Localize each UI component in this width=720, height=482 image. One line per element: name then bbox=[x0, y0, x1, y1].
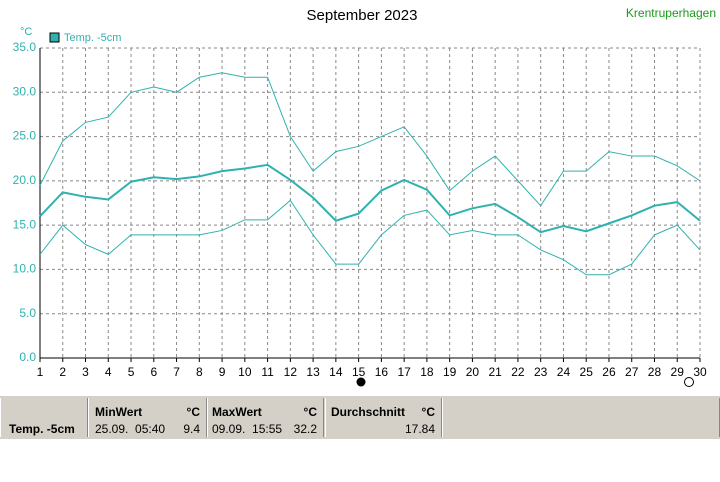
x-tick-label: 10 bbox=[238, 365, 252, 379]
y-tick-label: 25.0 bbox=[13, 129, 37, 143]
summary-table: Temp. -5cm MinWert °C 25.09. 05:40 9.4 M… bbox=[0, 396, 720, 439]
y-unit: °C bbox=[20, 26, 32, 38]
x-tick-label: 6 bbox=[150, 365, 157, 379]
x-tick-label: 27 bbox=[625, 365, 639, 379]
time: 25.09. 05:40 bbox=[95, 422, 166, 436]
x-tick-label: 7 bbox=[173, 365, 180, 379]
x-tick-label: 20 bbox=[466, 365, 480, 379]
x-tick-label: 1 bbox=[37, 365, 44, 379]
unit: °C bbox=[421, 405, 435, 419]
x-tick-label: 8 bbox=[196, 365, 203, 379]
new-moon bbox=[356, 377, 366, 387]
page: {"chart_data": {"type": "line", "title":… bbox=[0, 6, 720, 439]
value: 32.2 bbox=[293, 422, 317, 436]
cell: MinWert °C 25.09. 05:40 9.4 bbox=[88, 398, 207, 437]
line-values bbox=[39, 163, 701, 234]
x-tick-label: 11 bbox=[261, 365, 274, 379]
y-tick-label: 0.0 bbox=[19, 350, 36, 364]
x-tick-label: 19 bbox=[443, 365, 457, 379]
header: Durchschnitt bbox=[331, 405, 406, 419]
chart-title: September 2023 bbox=[307, 7, 418, 24]
y-tick-label: 5.0 bbox=[19, 306, 36, 320]
station: Krentruperhagen bbox=[626, 6, 716, 20]
x-tick-label: 21 bbox=[488, 365, 502, 379]
full-moon bbox=[684, 377, 694, 387]
header: MinWert bbox=[95, 405, 143, 419]
x-tick-label: 24 bbox=[557, 365, 571, 379]
unit: °C bbox=[186, 405, 200, 419]
cell: Durchschnitt °C 17.84 bbox=[325, 398, 442, 437]
cell bbox=[442, 398, 720, 437]
x-tick-label: 13 bbox=[306, 365, 320, 379]
x-tick-label: 9 bbox=[219, 365, 226, 379]
y-tick-label: 15.0 bbox=[13, 217, 37, 231]
line-max bbox=[39, 72, 701, 207]
x-tick-label: 4 bbox=[105, 365, 112, 379]
x-tick-label: 18 bbox=[420, 365, 434, 379]
cell: MaxWert °C 09.09. 15:55 32.2 bbox=[207, 398, 324, 437]
x-tick-label: 5 bbox=[128, 365, 135, 379]
header: MaxWert bbox=[212, 405, 262, 419]
x-tick-label: 28 bbox=[648, 365, 662, 379]
row-label: Temp. -5cm bbox=[9, 422, 75, 436]
value: 9.4 bbox=[183, 422, 200, 436]
x-tick-label: 12 bbox=[284, 365, 298, 379]
y-tick-label: 30.0 bbox=[13, 84, 37, 98]
line-min bbox=[39, 199, 701, 276]
y-tick-label: 35.0 bbox=[13, 40, 37, 54]
x-tick-label: 23 bbox=[534, 365, 548, 379]
chart: September 2023 Krentruperhagen °C Temp. … bbox=[13, 6, 716, 387]
x-tick-label: 25 bbox=[580, 365, 594, 379]
legend-label: Temp. -5cm bbox=[64, 32, 121, 44]
x-tick-label: 15 bbox=[352, 365, 366, 379]
x-tick-label: 26 bbox=[602, 365, 616, 379]
x-tick-label: 3 bbox=[82, 365, 89, 379]
unit: °C bbox=[303, 405, 317, 419]
y-tick-label: 20.0 bbox=[13, 173, 37, 187]
x-tick-label: 16 bbox=[375, 365, 389, 379]
legend-swatch bbox=[49, 32, 60, 43]
x-tick-label: 22 bbox=[511, 365, 525, 379]
x-tick-label: 29 bbox=[671, 365, 685, 379]
y-tick-label: 10.0 bbox=[13, 262, 37, 276]
value: 17.84 bbox=[404, 422, 435, 436]
cell: Temp. -5cm bbox=[0, 398, 88, 437]
x-tick-label: 2 bbox=[59, 365, 66, 379]
x-tick-label: 17 bbox=[397, 365, 411, 379]
x-tick-label: 14 bbox=[329, 365, 343, 379]
x-tick-label: 30 bbox=[693, 365, 707, 379]
time: 09.09. 15:55 bbox=[212, 422, 283, 436]
